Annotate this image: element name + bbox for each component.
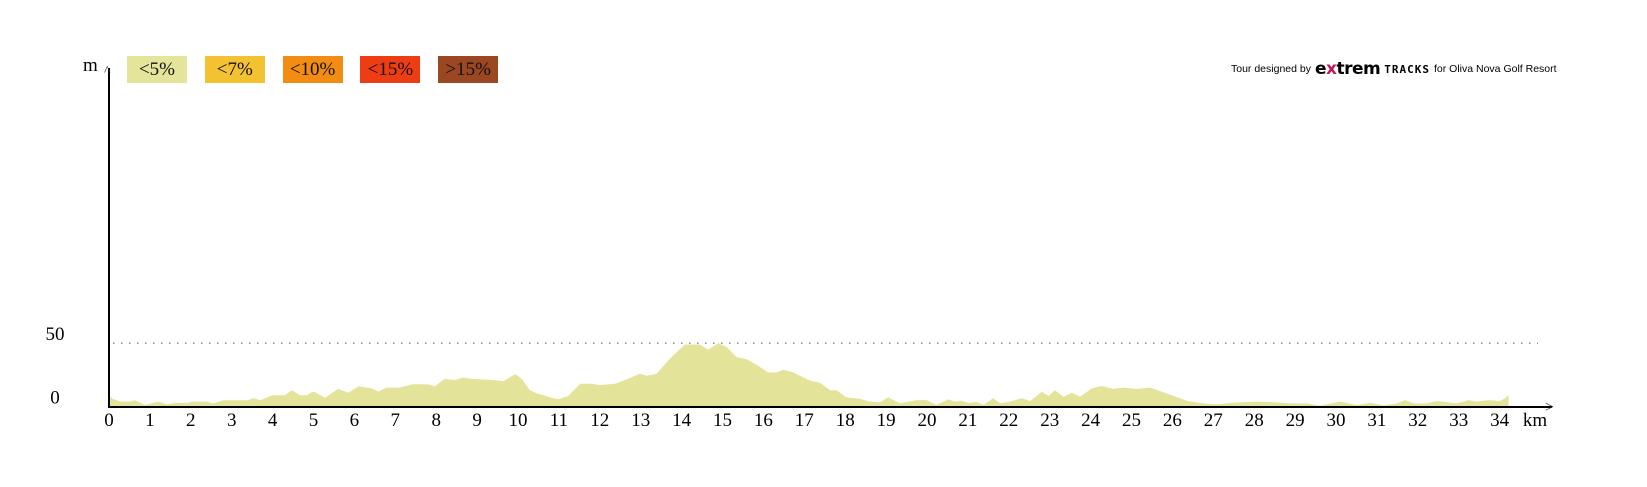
legend-item: <7% [204,56,265,83]
x-tick-label: 10 [509,410,528,431]
x-tick-label: 18 [836,410,855,431]
y-tick-label: 50 [46,324,65,345]
x-tick-label: 22 [999,410,1018,431]
x-tick-label: 1 [145,410,155,431]
x-tick-label: 25 [1122,410,1141,431]
x-tick-label: 8 [431,410,441,431]
x-tick-label: 31 [1367,410,1386,431]
x-tick-label: 29 [1286,410,1305,431]
elevation-area [109,343,1509,407]
x-tick-label: 12 [590,410,609,431]
x-tick-label: 17 [795,410,814,431]
x-tick-label: 2 [186,410,196,431]
x-tick-label: 7 [391,410,401,431]
extrem-logo: extrem [1314,59,1381,79]
legend-item: <15% [360,56,421,83]
x-tick-label: 32 [1408,410,1427,431]
legend-item: <5% [127,56,187,83]
x-tick-label: 5 [309,410,319,431]
x-axis-unit: km [1523,410,1548,431]
x-tick-label: 14 [672,410,692,431]
x-tick-label: 4 [268,410,278,431]
x-axis-arrow: > [1545,399,1554,416]
designer-logo: Tour designed by extrem TRACKS for Oliva… [1231,59,1557,79]
x-tick-label: 9 [472,410,482,431]
x-tick-label: 19 [877,410,896,431]
legend-item: >15% [438,56,499,83]
legend-item: <10% [282,56,343,83]
x-tick-label: 33 [1449,410,1468,431]
x-tick-label: 20 [918,410,937,431]
y-axis-arrow: ^ [104,64,111,79]
y-tick-label: 0 [50,388,60,409]
x-tick-label: 3 [227,410,237,431]
x-tick-label: 30 [1327,410,1346,431]
x-tick-label: 0 [104,410,114,431]
x-tick-label: 27 [1204,410,1223,431]
x-tick-label: 28 [1245,410,1264,431]
x-tick-label: 15 [713,410,732,431]
x-tick-label: 13 [631,410,650,431]
x-tick-label: 21 [958,410,977,431]
logo-suffix: for Oliva Nova Golf Resort [1434,63,1557,75]
x-tick-label: 24 [1081,410,1101,431]
x-tick-label: 11 [550,410,568,431]
tracks-logo: TRACKS [1384,62,1430,76]
y-axis-unit: m [83,55,98,76]
x-tick-label: 23 [1040,410,1059,431]
logo-prefix: Tour designed by [1231,63,1311,75]
x-tick-label: 16 [754,410,773,431]
x-tick-label: 6 [350,410,360,431]
x-tick-label: 34 [1490,410,1510,431]
x-tick-label: 26 [1163,410,1182,431]
